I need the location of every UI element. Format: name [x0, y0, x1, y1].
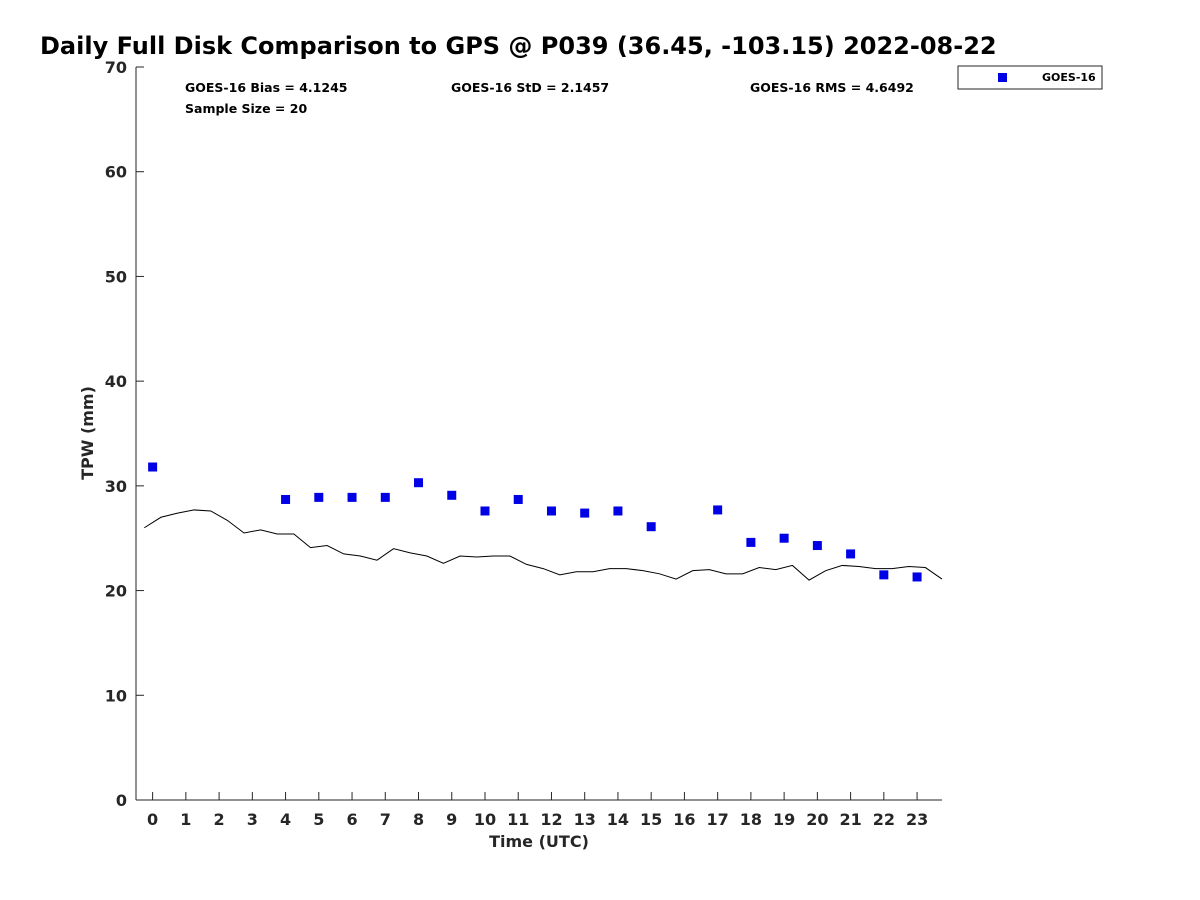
- y-tick-label: 70: [105, 58, 127, 77]
- data-point-goes-16: [148, 462, 158, 472]
- x-axis-label: Time (UTC): [489, 832, 589, 851]
- x-tick-label: 6: [346, 810, 357, 829]
- y-tick-label: 60: [105, 163, 127, 182]
- x-ticks: 0 1 2 3 4 5 6 7 8 9 10 11 12 13 14 15 16 17 18 19 20 21 22 23: [147, 792, 928, 829]
- data-point-goes-16: [480, 506, 490, 516]
- x-tick-label: 4: [280, 810, 291, 829]
- data-point-goes-16: [314, 492, 324, 502]
- data-point-goes-16: [347, 492, 357, 502]
- x-tick-label: 3: [247, 810, 258, 829]
- data-point-goes-16: [613, 506, 623, 516]
- data-point-goes-16: [646, 522, 656, 532]
- x-tick-label: 9: [446, 810, 457, 829]
- legend-marker-goes-16: [998, 73, 1007, 82]
- y-tick-label: 30: [105, 477, 127, 496]
- data-point-goes-16: [846, 549, 856, 559]
- x-tick-label: 15: [640, 810, 662, 829]
- data-point-goes-16: [414, 478, 424, 488]
- legend-label-goes-16: GOES-16: [1042, 71, 1096, 84]
- sample-size-stat: Sample Size = 20: [185, 101, 307, 116]
- data-point-goes-16: [812, 541, 822, 551]
- data-point-goes-16: [746, 537, 756, 547]
- y-tick-label: 0: [116, 791, 127, 810]
- y-tick-label: 50: [105, 267, 127, 286]
- axes: [135, 67, 942, 801]
- x-tick-label: 2: [214, 810, 225, 829]
- x-tick-label: 7: [380, 810, 391, 829]
- x-tick-label: 18: [740, 810, 762, 829]
- x-tick-label: 22: [873, 810, 895, 829]
- x-tick-label: 23: [906, 810, 928, 829]
- y-tick-label: 10: [105, 686, 127, 705]
- x-tick-label: 1: [180, 810, 191, 829]
- x-tick-label: 21: [839, 810, 861, 829]
- x-tick-label: 5: [313, 810, 324, 829]
- x-tick-label: 0: [147, 810, 158, 829]
- x-tick-label: 10: [474, 810, 496, 829]
- data-point-goes-16: [713, 505, 723, 515]
- legend: GOES-16: [957, 65, 1103, 90]
- y-tick-label: 20: [105, 582, 127, 601]
- y-axis-label: TPW (mm): [78, 386, 97, 480]
- data-point-goes-16: [513, 494, 523, 504]
- x-tick-label: 13: [574, 810, 596, 829]
- data-point-goes-16: [879, 570, 889, 580]
- y-ticks: 0 10 20 30 40 50 60 70: [105, 58, 144, 810]
- data-point-goes-16: [447, 490, 457, 500]
- x-tick-label: 17: [707, 810, 729, 829]
- rms-stat: GOES-16 RMS = 4.6492: [750, 80, 914, 95]
- x-tick-label: 20: [806, 810, 828, 829]
- x-tick-label: 12: [540, 810, 562, 829]
- bias-stat: GOES-16 Bias = 4.1245: [185, 80, 347, 95]
- gps-reference-line: [144, 509, 943, 581]
- data-point-goes-16: [281, 494, 291, 504]
- data-point-goes-16: [912, 572, 922, 582]
- data-point-goes-16: [779, 533, 789, 543]
- data-point-goes-16: [380, 492, 390, 502]
- x-tick-label: 8: [413, 810, 424, 829]
- plot-area: [144, 462, 943, 582]
- std-stat: GOES-16 StD = 2.1457: [451, 80, 609, 95]
- x-tick-label: 19: [773, 810, 795, 829]
- x-tick-label: 16: [673, 810, 695, 829]
- x-tick-label: 14: [607, 810, 629, 829]
- legend-box: [957, 65, 1103, 90]
- x-tick-label: 11: [507, 810, 529, 829]
- data-point-goes-16: [580, 508, 590, 518]
- y-tick-label: 40: [105, 372, 127, 391]
- data-point-goes-16: [546, 506, 556, 516]
- chart-title: Daily Full Disk Comparison to GPS @ P039…: [40, 32, 997, 60]
